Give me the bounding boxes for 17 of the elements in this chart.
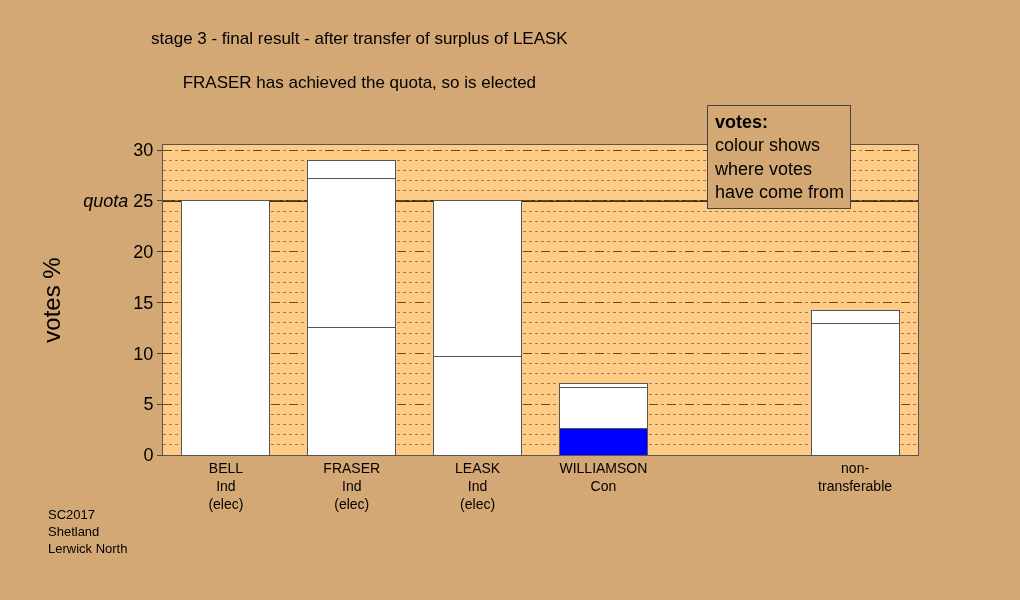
y-tick-label: 15 (133, 292, 154, 313)
y-tick-label: 20 (133, 242, 154, 263)
x-tick-label: non- transferable (818, 459, 893, 494)
y-tick-label: quota 25 (83, 191, 154, 212)
y-axis-title: votes % (38, 257, 66, 343)
annotation: votes: colour shows where votes have come from (714, 112, 845, 203)
x-tick-label: BELL Ind (elec) (208, 459, 244, 513)
y-tick-label: 30 (133, 140, 154, 161)
y-tick-label: 0 (143, 445, 154, 466)
y-tick-label: 5 (143, 394, 154, 415)
x-tick-label: WILLIAMSON Con (559, 459, 648, 494)
chart-title: stage 3 - final result - after transfer of surplus of LEASK (151, 29, 569, 48)
x-tick-label: FRASER Ind (elec) (323, 459, 381, 513)
y-tick-label: 10 (133, 343, 154, 364)
chart-subtitle: FRASER has achieved the quota, so is elected (182, 73, 537, 93)
text: SC2017 Shetland Lerwick North (48, 507, 128, 556)
x-tick-label: LEASK Ind (elec) (455, 459, 501, 513)
